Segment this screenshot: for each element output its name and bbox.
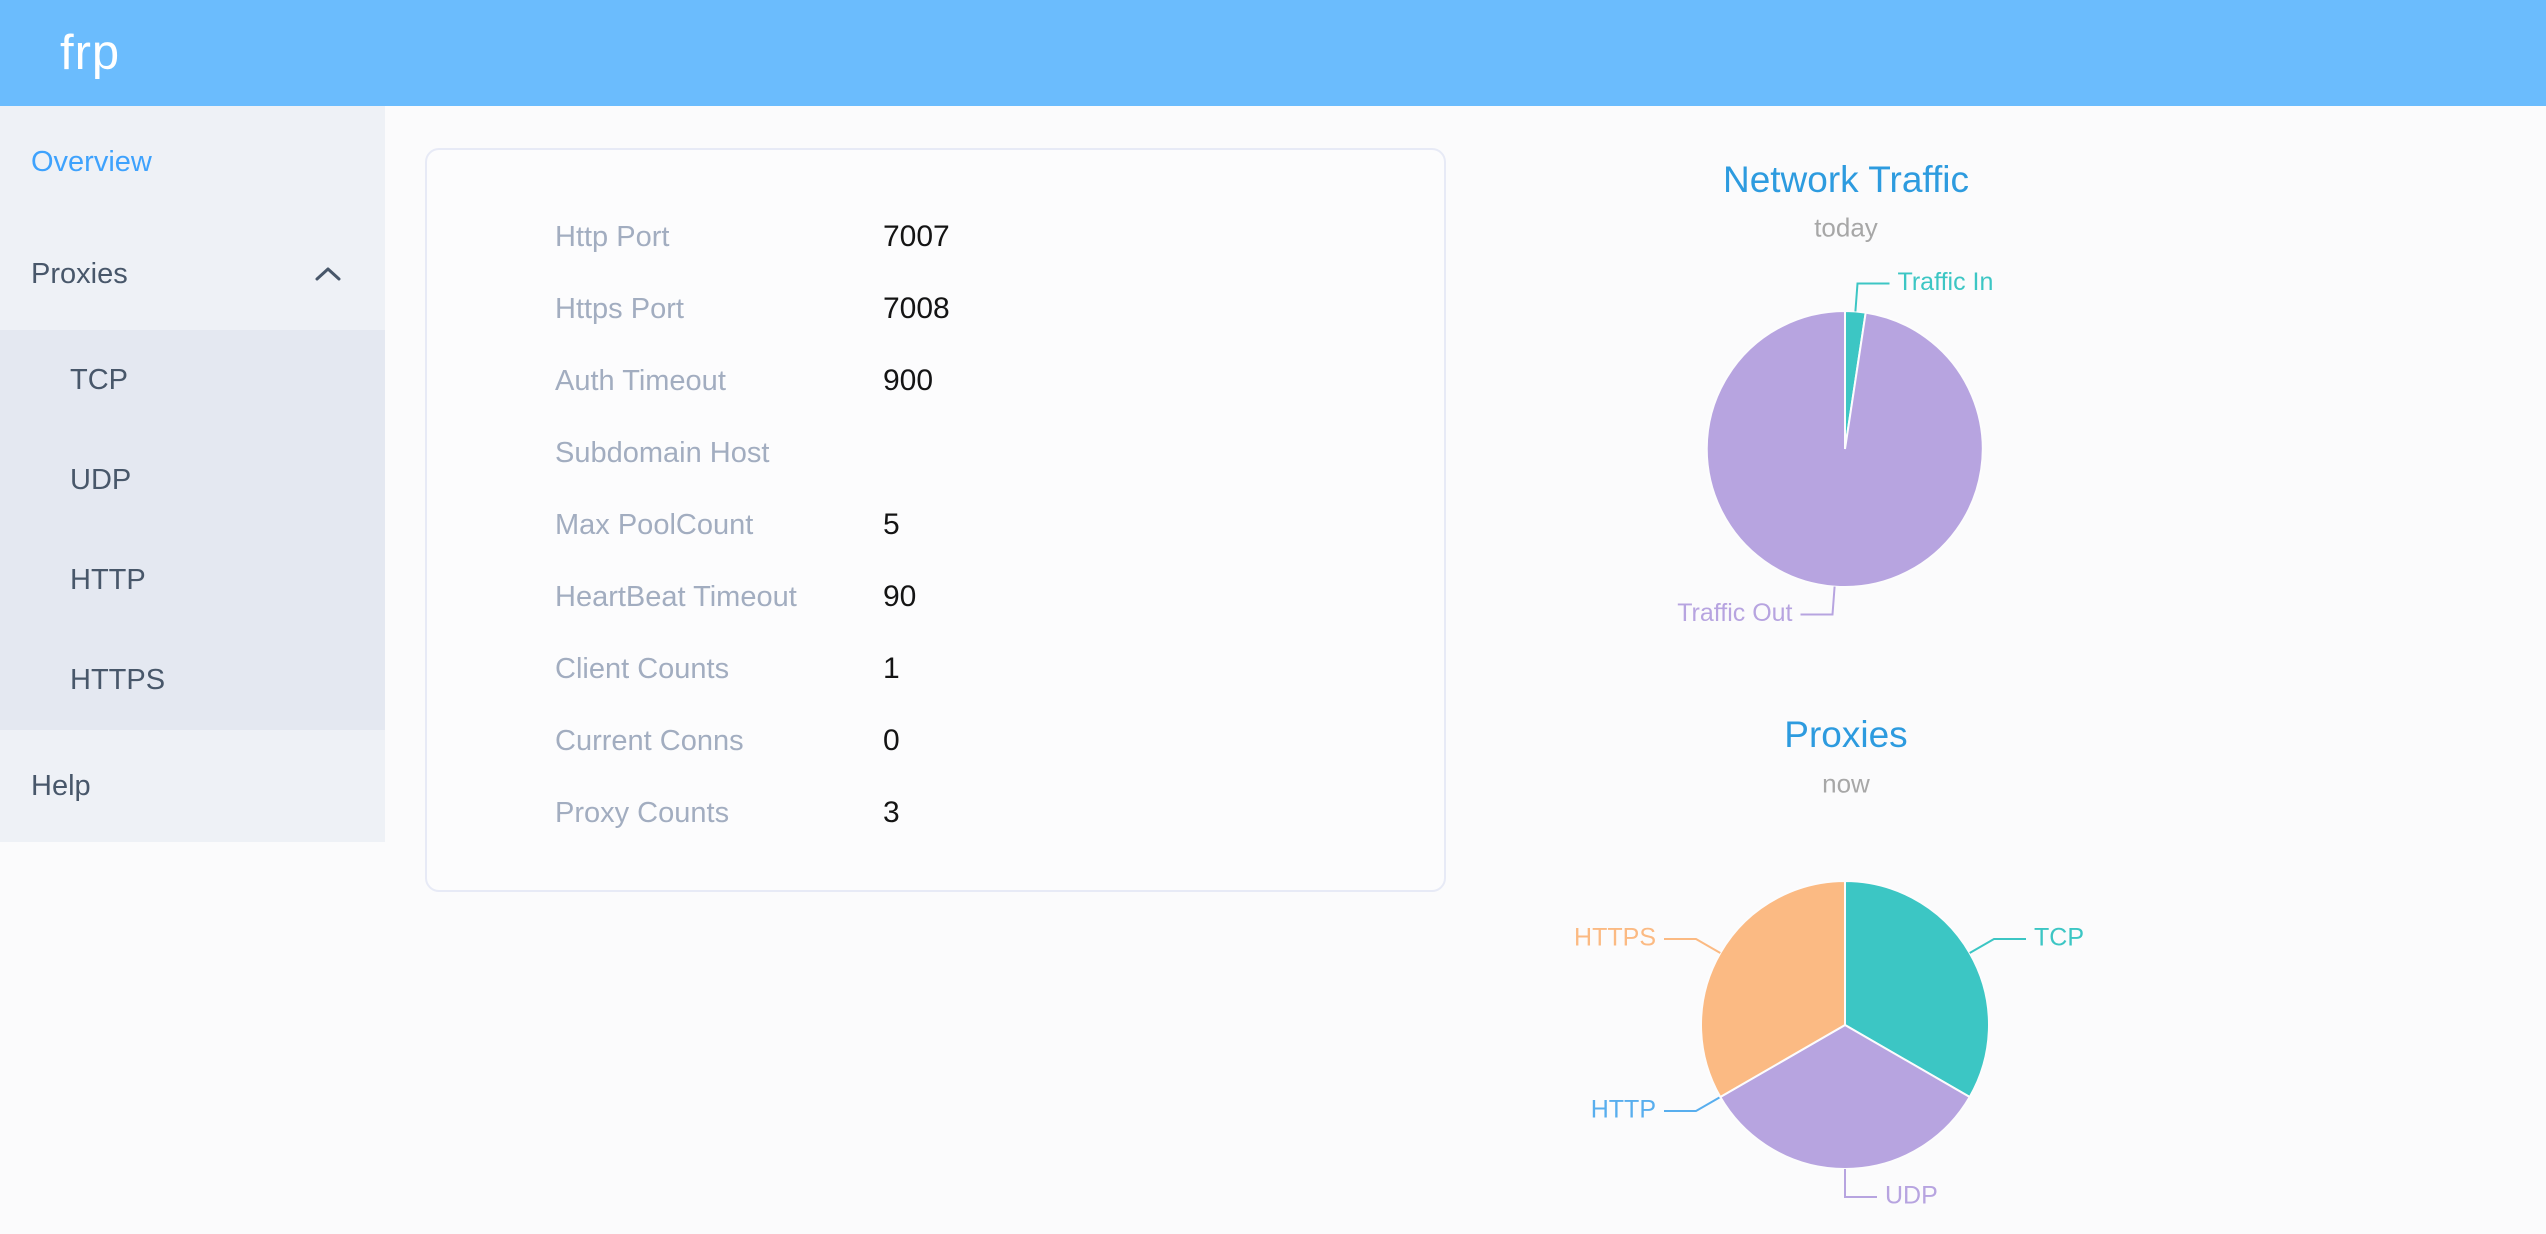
stat-value: 5	[883, 508, 900, 541]
stat-row-current-conns: Current Conns 0	[427, 705, 1444, 777]
stat-value: 7008	[883, 292, 950, 325]
chart-title: Network Traffic	[1722, 159, 1970, 200]
stat-label: HeartBeat Timeout	[555, 581, 797, 613]
network-traffic-pie: Traffic In Traffic Out	[1677, 268, 1994, 627]
chart-subtitle: today	[1814, 212, 1878, 243]
sidebar-item-https[interactable]: HTTPS	[0, 630, 385, 730]
stat-row-https-port: Https Port 7008	[427, 273, 1444, 345]
stat-label: Http Port	[555, 221, 670, 253]
pie-label-line-http	[1664, 1096, 1721, 1112]
pie-label-line-traffic-in	[1854, 282, 1890, 312]
pie-label-line-traffic-out	[1800, 586, 1836, 616]
stat-label: Client Counts	[555, 653, 730, 685]
chart-title: Proxies	[1784, 714, 1908, 755]
proxies-pie: TCP UDP HTTP HTTPS	[1574, 879, 2084, 1210]
stat-value: 1	[883, 652, 900, 685]
sidebar-item-help[interactable]: Help	[0, 730, 385, 842]
stat-row-proxy-counts: Proxy Counts 3	[427, 777, 1444, 849]
sidebar-item-label: Overview	[31, 146, 152, 178]
pie-label-line-tcp	[1969, 938, 2026, 954]
pie-label-traffic-out: Traffic Out	[1677, 599, 1792, 627]
pie-slice-udp[interactable]	[1718, 1023, 1972, 1170]
stat-row-heartbeat-timeout: HeartBeat Timeout 90	[427, 561, 1444, 633]
stat-row-subdomain-host: Subdomain Host	[427, 417, 1444, 489]
stat-label: Https Port	[555, 293, 684, 325]
pie-label-https: HTTPS	[1574, 924, 1656, 952]
sidebar-item-udp[interactable]: UDP	[0, 430, 385, 530]
stat-label: Auth Timeout	[555, 365, 726, 397]
pie-label-traffic-in: Traffic In	[1898, 268, 1994, 296]
sidebar-item-tcp[interactable]: TCP	[0, 330, 385, 430]
stat-value: 3	[883, 796, 900, 829]
pie-slice-traffic-out[interactable]	[1705, 309, 1984, 588]
stat-row-client-counts: Client Counts 1	[427, 633, 1444, 705]
stat-row-auth-timeout: Auth Timeout 900	[427, 345, 1444, 417]
pie-label-udp: UDP	[1885, 1182, 1938, 1210]
sidebar-item-http[interactable]: HTTP	[0, 530, 385, 630]
network-traffic-chart: Network Traffic today Traffic In Traffic …	[1456, 140, 2236, 700]
proxies-chart: Proxies now TCP UDP HTTP HTTPS	[1456, 700, 2236, 1234]
sidebar-item-label: HTTPS	[70, 664, 166, 696]
stat-value: 900	[883, 364, 934, 397]
stat-value: 7007	[883, 220, 950, 253]
stat-row-max-poolcount: Max PoolCount 5	[427, 489, 1444, 561]
app-header: frp	[0, 0, 2546, 106]
pie-label-line-udp	[1844, 1169, 1877, 1198]
stat-label: Current Conns	[555, 725, 744, 757]
sidebar-item-label: HTTP	[70, 564, 146, 596]
sidebar-item-label: Proxies	[31, 258, 128, 290]
pie-label-tcp: TCP	[2034, 924, 2084, 952]
sidebar-item-overview[interactable]: Overview	[0, 106, 385, 218]
sidebar-submenu-proxies: TCP UDP HTTP HTTPS	[0, 330, 385, 730]
sidebar-item-label: TCP	[70, 364, 128, 396]
stat-value: 0	[883, 724, 900, 757]
pie-label-line-https	[1664, 938, 1721, 954]
stat-value: 90	[883, 580, 917, 613]
stat-row-http-port: Http Port 7007	[427, 201, 1444, 273]
sidebar-item-proxies[interactable]: Proxies	[0, 218, 385, 330]
sidebar-item-label: UDP	[70, 464, 132, 496]
sidebar-menu: Overview Proxies TCP UDP HTTP HTTPS Help	[0, 106, 385, 842]
pie-label-http: HTTP	[1591, 1096, 1656, 1124]
sidebar: Overview Proxies TCP UDP HTTP HTTPS Help	[0, 106, 385, 842]
chevron-up-icon	[315, 267, 341, 281]
sidebar-item-label: Help	[31, 770, 91, 802]
chart-subtitle: now	[1822, 768, 1870, 799]
stat-label: Max PoolCount	[555, 509, 754, 541]
pie-slice-https[interactable]	[1700, 879, 1846, 1099]
server-info-card: Http Port 7007 Https Port 7008 Auth Time…	[425, 148, 1446, 892]
stat-label: Proxy Counts	[555, 797, 730, 829]
pie-slice-tcp[interactable]	[1844, 879, 1990, 1099]
stat-label: Subdomain Host	[555, 437, 770, 469]
app-logo: frp	[60, 26, 121, 80]
